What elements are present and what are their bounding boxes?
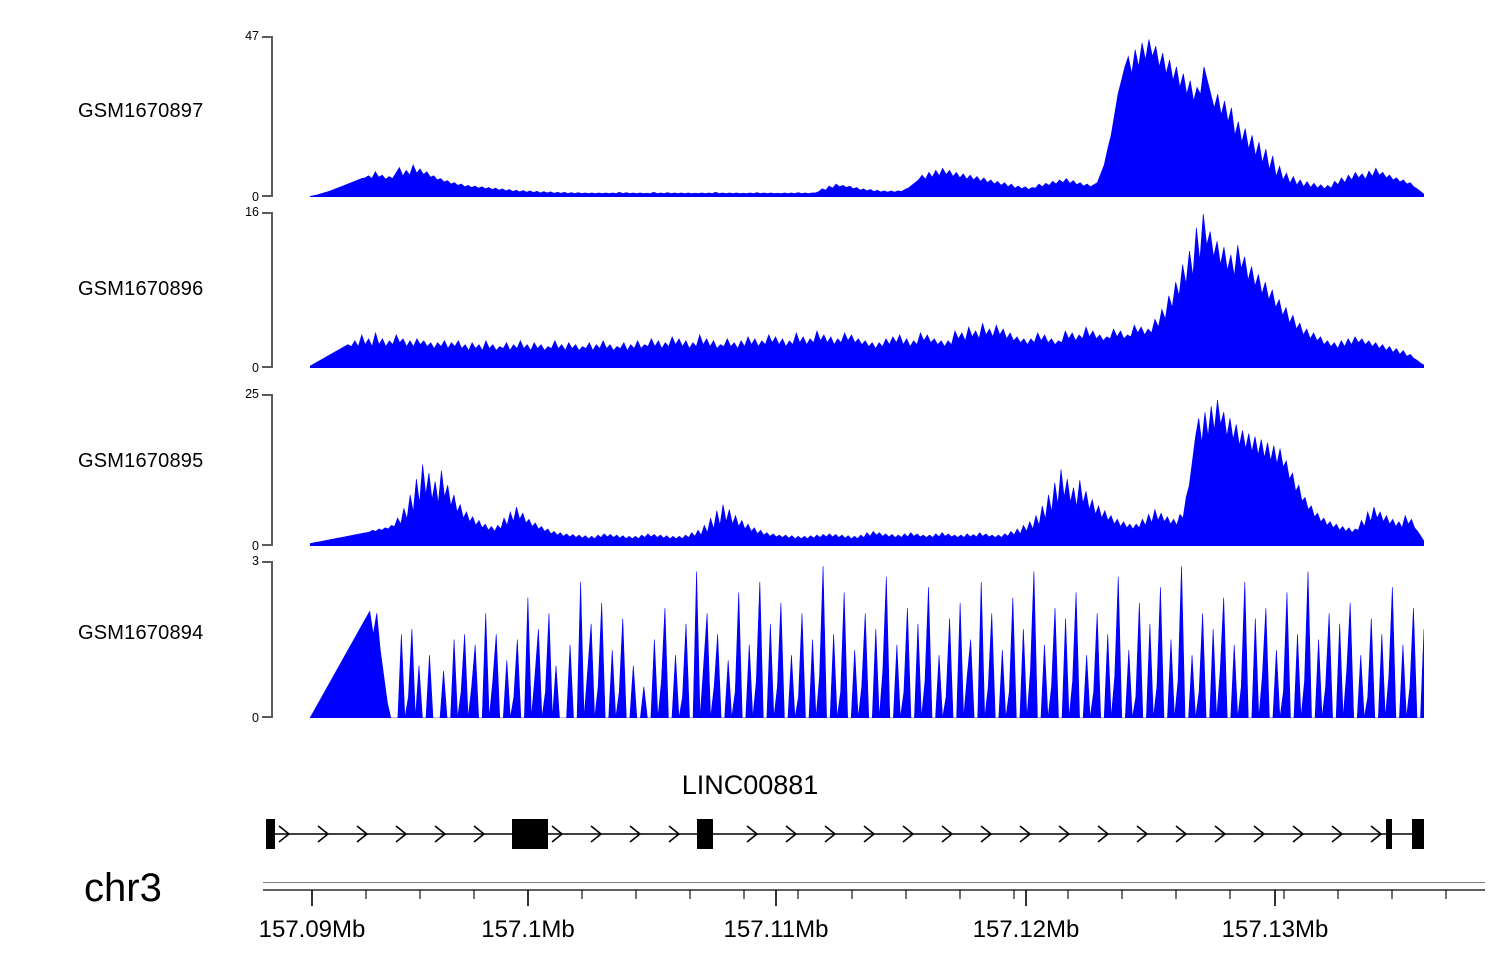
gene-strand-arrow-icon — [824, 825, 837, 843]
track-axis-3: 3 0 — [252, 555, 273, 724]
track-label-2: GSM1670895 — [78, 450, 204, 472]
axis-tick-top — [262, 36, 272, 38]
gene-strand-arrow-icon — [1019, 825, 1032, 843]
axis-min-label-1: 0 — [252, 360, 259, 375]
coverage-area-1 — [310, 213, 1424, 368]
gene-exon-4[interactable] — [1412, 819, 1424, 849]
gene-exon-0[interactable] — [266, 819, 275, 849]
gene-strand-arrow-icon — [434, 825, 447, 843]
axis-min-label-0: 0 — [252, 189, 259, 204]
gene-exon-1[interactable] — [512, 819, 548, 849]
gene-strand-arrow-icon — [941, 825, 954, 843]
gene-strand-arrow-icon — [1058, 825, 1071, 843]
gene-name-label: LINC00881 — [681, 770, 819, 800]
track-label-1: GSM1670896 — [78, 278, 204, 300]
gene-strand-arrow-icon — [746, 825, 759, 843]
axis-tick-top — [262, 561, 272, 563]
gene-exon-3[interactable] — [1386, 819, 1392, 849]
gene-strand-arrow-icon — [668, 825, 681, 843]
coverage-area-3 — [310, 566, 1424, 718]
gene-strand-arrow-icon — [1292, 825, 1305, 843]
gene-exon-2[interactable] — [697, 819, 713, 849]
gene-strand-arrow-icon — [590, 825, 603, 843]
gene-strand-arrow-icon — [980, 825, 993, 843]
axis-tick-bottom — [262, 544, 272, 546]
gene-strand-arrow-icon — [629, 825, 642, 843]
coverage-plot-2 — [310, 394, 1424, 546]
gene-model-track[interactable] — [0, 812, 1500, 856]
coordinate-tick-label-4: 157.13Mb — [1221, 916, 1329, 943]
coverage-area-0 — [310, 39, 1424, 197]
axis-line — [271, 394, 273, 546]
track-axis-1: 16 0 — [245, 206, 273, 374]
chromosome-label: chr3 — [84, 866, 162, 910]
axis-min-label-2: 0 — [252, 538, 259, 553]
gene-strand-arrow-icon — [902, 825, 915, 843]
gene-strand-arrow-icon — [551, 825, 564, 843]
coordinate-axis — [0, 876, 1500, 976]
gene-strand-arrow-icon — [1175, 825, 1188, 843]
axis-line — [271, 36, 273, 197]
coordinate-tick-labels: 157.09Mb 157.1Mb 157.11Mb 157.12Mb 157.13Mb — [0, 916, 1500, 956]
axis-max-label-3: 3 — [252, 554, 259, 568]
axis-max-label-1: 16 — [245, 205, 259, 219]
axis-line — [271, 212, 273, 368]
axis-line — [271, 561, 273, 718]
gene-strand-arrow-icon — [1214, 825, 1227, 843]
gene-strand-arrow-icon — [356, 825, 369, 843]
axis-tick-bottom — [262, 195, 272, 197]
coordinate-tick-label-3: 157.12Mb — [972, 916, 1080, 943]
coverage-plot-3 — [310, 561, 1424, 718]
axis-max-label-2: 25 — [245, 387, 259, 401]
gene-model-svg — [266, 819, 1424, 849]
gene-strand-arrow-icon — [785, 825, 798, 843]
axis-tick-top — [262, 212, 272, 214]
gene-strand-arrow-icon — [1136, 825, 1149, 843]
coordinate-tick-label-1: 157.1Mb — [481, 916, 575, 943]
gene-strand-arrow-icon — [395, 825, 408, 843]
track-label-3: GSM1670894 — [78, 622, 204, 644]
coordinate-axis-svg — [263, 889, 1485, 906]
gene-strand-arrow-icon — [317, 825, 330, 843]
coordinate-tick-label-2: 157.11Mb — [723, 916, 829, 943]
gene-strand-arrow-icon — [1331, 825, 1344, 843]
axis-max-label-0: 47 — [245, 29, 259, 43]
axis-tick-top — [262, 394, 272, 396]
gene-strand-arrow-icon — [863, 825, 876, 843]
coverage-plot-1 — [310, 212, 1424, 368]
gene-strand-arrow-icon — [1370, 825, 1383, 843]
track-axis-0: 47 0 — [245, 30, 273, 203]
coverage-plot-0 — [310, 36, 1424, 197]
axis-tick-bottom — [262, 366, 272, 368]
gene-strand-arrow-icon — [473, 825, 486, 843]
track-label-0: GSM1670897 — [78, 100, 204, 122]
coverage-area-2 — [310, 400, 1424, 546]
axis-tick-bottom — [262, 716, 272, 718]
gene-strand-arrow-icon — [1097, 825, 1110, 843]
gene-strand-arrow-icon — [1253, 825, 1266, 843]
gene-strand-arrow-icon — [278, 825, 291, 843]
axis-min-label-3: 0 — [252, 710, 259, 725]
coordinate-tick-label-0: 157.09Mb — [258, 916, 366, 943]
axis-separator-line — [263, 882, 1485, 884]
track-axis-2: 25 0 — [245, 388, 273, 552]
